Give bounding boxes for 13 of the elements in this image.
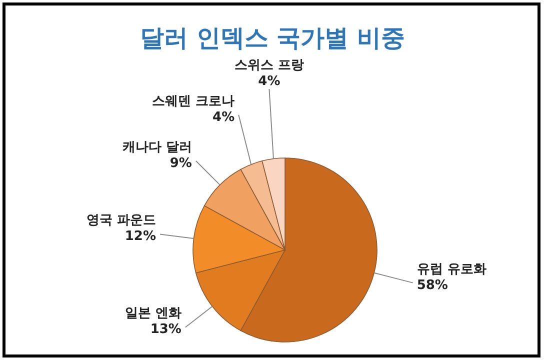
data-label: 12%	[124, 229, 156, 244]
data-label: 4%	[212, 110, 235, 125]
slice-label: 영국 파운드	[86, 213, 156, 228]
chart-title: 달러 인덱스 국가별 비중	[140, 24, 406, 52]
data-label: 58%	[416, 278, 448, 293]
slice-label: 스웨덴 크로나	[152, 94, 235, 109]
slice-label: 유럽 유로화	[416, 262, 486, 277]
data-label: 4%	[258, 74, 280, 89]
slice-label: 캐나다 달러	[122, 140, 192, 155]
data-label: 13%	[150, 322, 182, 338]
slice-label: 일본 엔화	[124, 306, 182, 322]
slice-label: 스위스 프랑	[234, 58, 304, 73]
data-label: 9%	[170, 156, 192, 171]
